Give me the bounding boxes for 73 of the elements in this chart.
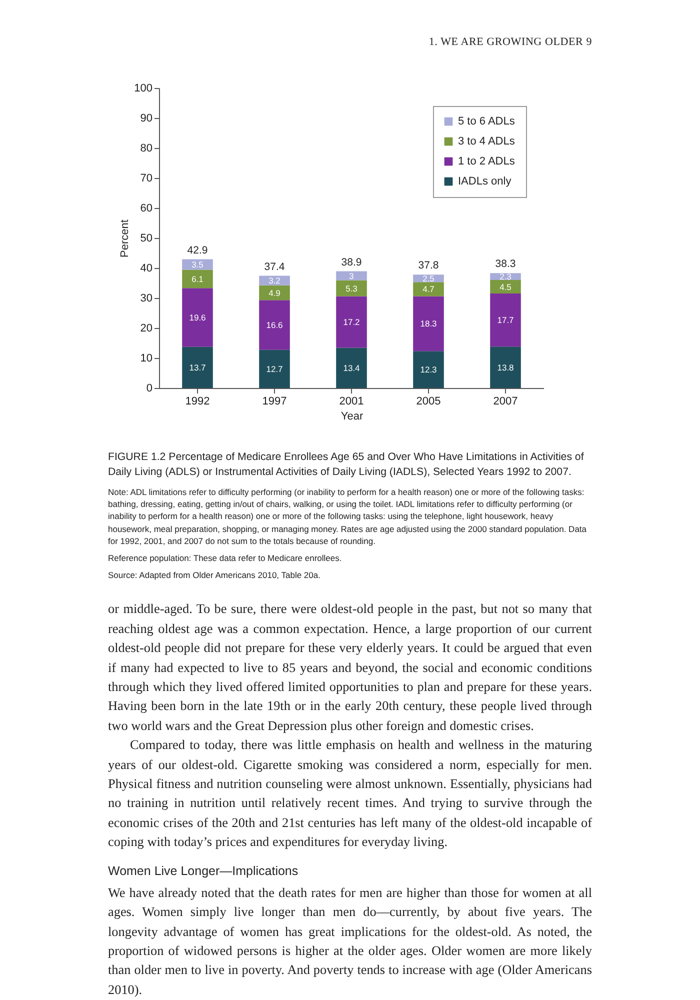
bar xyxy=(336,348,367,388)
total-label: 38.9 xyxy=(341,256,362,268)
legend-label: 1 to 2 ADLs xyxy=(458,156,516,168)
legend-label: IADLs only xyxy=(458,176,512,188)
data-label: 5.3 xyxy=(346,283,358,294)
y-tick-label: 0 xyxy=(146,382,152,394)
bar xyxy=(490,280,521,294)
data-label: 3.2 xyxy=(268,276,281,286)
bar xyxy=(259,300,290,350)
y-tick-label: 50 xyxy=(140,232,152,244)
bar xyxy=(182,259,213,270)
data-label: 4.5 xyxy=(500,282,512,292)
x-tick-label: 2001 xyxy=(339,396,364,408)
text: or middle-aged. To be sure, there were oldest-old people in the past, but not so many that reaching oldest age was a common expectation. Hence, a large proportion of our current oldest-old people did not prepare for these very elderly years. It could be argued that even if many had expected to live to 85 years and beyond, the social and economic conditions through which they lived offered limited opportunities to plan and prepare for these years. Having been born in the late 19th or in the early 20th century, these people lived through two world wars and the Great Depression plus other foreign and domestic crises. xyxy=(108,600,592,735)
data-label: 2.5 xyxy=(422,273,435,284)
y-tick-label: 60 xyxy=(140,202,152,214)
text: Note: ADL limitations refer to difficulty performing (or inability to perform for a health reason) one or more of the following tasks: bathing, dressing, eating, getting in/out of chairs, walking, or using the toilet. IADL limitations refer to difficulty performing (or inability to perform for a health reason) one or more of the following tasks: using the telephone, light housework, heavy housework, meal preparation, shopping, or managing money. Rates are age adjusted using the 2000 standard population. Data for 1992, 2001, and 2007 do not sum to the totals because of rounding. xyxy=(108,486,588,548)
data-label: 6.1 xyxy=(192,274,204,284)
total-label: 37.8 xyxy=(418,260,439,272)
bar xyxy=(336,296,367,348)
text: Women Live Longer—Implications xyxy=(108,864,300,878)
x-tick-label: 1992 xyxy=(185,396,210,408)
bar xyxy=(336,271,367,280)
text: We have already noted that the death rates for men are higher than those for women at all ages. Women simply live longer than men do—currently, by about five years. The longevity advantage of women has great implications for the oldest-old. As noted, the proportion of widowed persons is higher at the older ages. Older women are more likely than older men to live in poverty. And poverty tends to increase with age (Older Americans 2010). xyxy=(108,884,592,999)
bar xyxy=(413,296,444,352)
x-tick-label: 2007 xyxy=(493,396,518,408)
data-label: 4.7 xyxy=(422,284,435,294)
data-label: 3 xyxy=(349,270,354,281)
text: Reference population: These data refer to Medicare enrollees. xyxy=(108,552,343,564)
bar xyxy=(259,285,290,300)
data-label: 13.4 xyxy=(343,362,360,373)
data-label: 17.2 xyxy=(343,317,360,327)
bar xyxy=(413,351,444,388)
data-label: 12.7 xyxy=(266,364,284,374)
y-tick-label: 30 xyxy=(140,292,152,304)
x-axis-title: Year xyxy=(340,410,364,422)
data-label: 18.3 xyxy=(420,318,438,329)
y-tick-label: 40 xyxy=(140,262,152,274)
bar xyxy=(182,288,213,347)
legend-label: 5 to 6 ADLs xyxy=(458,116,516,128)
text: 1. WE ARE GROWING OLDER 9 xyxy=(428,36,592,48)
legend-label: 3 to 4 ADLs xyxy=(458,136,516,148)
total-label: 37.4 xyxy=(264,260,285,273)
bar xyxy=(259,350,290,388)
text: FIGURE 1.2 Percentage of Medicare Enrollees Age 65 and Over Who Have Limitations in Activities of Daily Living (ADLS) or Instrumental Activities of Daily Living (IADLS), Selected Years 1992 to 2007. xyxy=(108,450,585,480)
bar xyxy=(413,282,444,296)
data-label: 13.8 xyxy=(497,362,514,372)
data-label: 19.6 xyxy=(189,312,206,322)
y-tick-label: 20 xyxy=(140,322,152,334)
y-tick-label: 100 xyxy=(134,82,152,94)
data-label: 12.3 xyxy=(420,364,438,375)
data-label: 16.6 xyxy=(266,320,284,330)
data-label: 2.3 xyxy=(500,272,512,282)
total-label: 38.3 xyxy=(495,258,516,270)
text: Compared to today, there was little emphasis on health and wellness in the maturing years of our oldest-old. Cigarette smoking was considered a norm, especially for men. Physical fitness and nutrition counseling were almost unknown. Essentially, physicians had no training in nutrition until relatively recent times. And trying to survive through the economic crises of the 20th and 21st centuries has left many of the oldest-old incapable of coping with today’s prices and expenditures for everyday living. xyxy=(108,736,592,852)
data-label: 13.7 xyxy=(189,362,206,372)
x-tick-label: 1997 xyxy=(262,396,287,408)
total-label: 42.9 xyxy=(187,244,208,256)
source-note: Source: Adapted from Older Americans 2010, Table 20a. xyxy=(108,569,322,582)
y-tick-label: 80 xyxy=(140,142,152,154)
bar xyxy=(490,294,521,347)
y-tick-label: 90 xyxy=(140,112,152,124)
data-label: 3.5 xyxy=(192,260,204,270)
bar xyxy=(182,346,213,388)
y-tick-label: 10 xyxy=(140,352,152,364)
data-label: 4.9 xyxy=(268,288,281,298)
y-tick-label: 70 xyxy=(140,172,152,184)
bar xyxy=(490,346,521,388)
bar xyxy=(336,280,367,296)
bar xyxy=(182,270,213,288)
x-tick-label: 2005 xyxy=(416,396,441,408)
y-axis-title: Percent xyxy=(119,220,132,258)
data-label: 17.7 xyxy=(497,315,514,326)
